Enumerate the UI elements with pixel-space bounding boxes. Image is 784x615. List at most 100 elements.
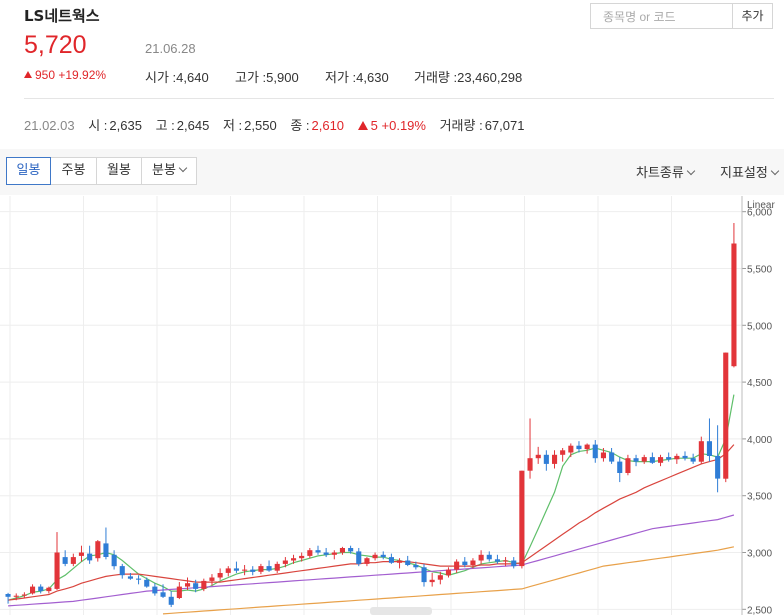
candle-body [201, 580, 207, 589]
candle-body [454, 561, 460, 570]
candle-body [307, 550, 313, 556]
stock-search-input[interactable] [601, 5, 725, 29]
candle-body [258, 566, 264, 572]
ma-line-ma20 [8, 444, 735, 601]
candle-body [413, 565, 419, 568]
candle-body [388, 557, 394, 563]
y-tick-label: 3,500 [747, 492, 772, 503]
candle-body [364, 558, 370, 564]
candle-body [95, 541, 101, 559]
candle-body [617, 461, 623, 473]
candle-body [372, 554, 378, 559]
chart-type-menu[interactable]: 차트종류 [636, 162, 696, 181]
tab-daily[interactable]: 일봉 [6, 157, 51, 185]
candle-body [46, 587, 52, 592]
candle-body [111, 554, 117, 567]
candle-body [429, 579, 435, 583]
candle-body [168, 596, 174, 605]
tab-weekly[interactable]: 주봉 [50, 157, 97, 185]
candle-body [209, 577, 215, 581]
candle-body [103, 543, 109, 557]
stock-search [590, 3, 733, 29]
candle-body [445, 569, 451, 576]
candle-body [600, 452, 606, 459]
low-stat: 저가 :4,630 [325, 67, 389, 86]
candle-body [625, 458, 631, 473]
candle-body [658, 457, 664, 463]
daily-change-text: 5 +0.19% [370, 118, 426, 133]
candle-body [127, 576, 133, 579]
candle-body [299, 555, 305, 559]
candle-body [421, 567, 427, 583]
daily-low: 2,550 [244, 118, 277, 133]
candle-body [511, 560, 517, 567]
candle-body [723, 352, 729, 479]
y-tick-label: 4,000 [747, 435, 772, 446]
indicator-menu[interactable]: 지표설정 [720, 162, 780, 181]
candle-body [315, 550, 321, 553]
candle-body [339, 548, 345, 553]
candle-body [242, 569, 248, 571]
candle-body [478, 554, 484, 561]
candle-body [217, 573, 223, 578]
y-tick-label: 5,000 [747, 321, 772, 332]
up-triangle-icon [357, 121, 368, 130]
candle-body [397, 560, 403, 563]
scale-label: Linear [747, 200, 775, 211]
candle-body [70, 557, 76, 564]
daily-low-label: 저 : [222, 118, 243, 133]
candle-body [592, 444, 598, 459]
candle-body [535, 454, 541, 459]
candle-body [13, 595, 19, 597]
period-tabs: 일봉 주봉 월봉 분봉 [6, 157, 197, 185]
y-tick-label: 2,500 [747, 605, 772, 615]
tab-monthly[interactable]: 월봉 [96, 157, 142, 185]
daily-high-label: 고 : [155, 118, 175, 133]
low-label: 저가 : [325, 70, 357, 85]
candle-body [54, 552, 60, 589]
daily-info: 21.02.03 시 :2,635 고 :2,645 저 :2,550 종 :2… [24, 115, 524, 134]
high-value: 5,900 [266, 70, 299, 85]
chevron-down-icon [178, 163, 188, 173]
candle-body [356, 551, 362, 564]
candle-body [584, 444, 590, 450]
candle-body [348, 548, 354, 552]
candle-body [405, 560, 411, 565]
candle-body [674, 455, 680, 460]
chevron-down-icon [686, 166, 696, 176]
candle-body [486, 554, 492, 560]
daily-volume-label: 거래량 : [439, 118, 483, 133]
candle-body [225, 568, 231, 573]
candle-body [437, 575, 443, 580]
tab-minute[interactable]: 분봉 [141, 157, 197, 185]
candle-body [649, 457, 655, 463]
add-button[interactable]: 추가 [733, 3, 773, 29]
candle-body [470, 560, 476, 565]
candle-body [160, 592, 166, 597]
candle-body [250, 569, 256, 572]
ma-line-ma120 [162, 546, 735, 615]
candle-body [462, 561, 468, 565]
daily-open-label: 시 : [88, 118, 108, 133]
candle-body [543, 454, 549, 464]
candle-body [274, 563, 280, 571]
daily-change: 5 +0.19% [357, 118, 426, 133]
chevron-down-icon [770, 166, 780, 176]
candle-body [527, 458, 533, 471]
candle-body [494, 559, 500, 562]
daily-high: 2,645 [176, 118, 210, 133]
daily-close-label: 종 : [290, 118, 310, 133]
candle-body [5, 594, 11, 597]
up-triangle-icon [24, 71, 32, 78]
tab-minute-label: 분봉 [152, 163, 176, 178]
candle-body [323, 552, 329, 555]
low-value: 4,630 [356, 70, 389, 85]
candle-body [380, 554, 386, 558]
price-change: 950 +19.92% [24, 68, 106, 82]
candlestick-chart[interactable]: 2,500 3,000 3,500 4,000 4,500 5,000 5,500 6,000… [0, 196, 784, 615]
candle-body [282, 560, 288, 564]
stock-name: LS네트웍스 [24, 7, 100, 25]
open-label: 시가 : [145, 70, 177, 85]
volume-stat: 거래량 :23,460,298 [414, 67, 522, 86]
y-tick-label: 5,500 [747, 264, 772, 275]
